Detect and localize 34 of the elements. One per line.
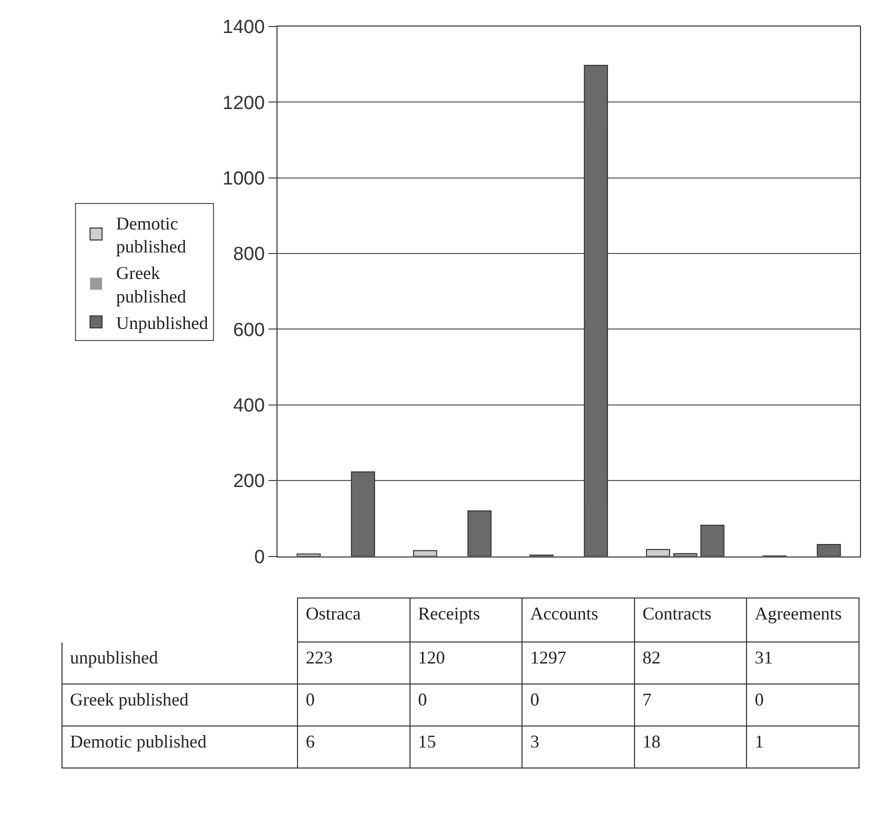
y-tick-label: 800 (233, 244, 265, 266)
y-tick-label: 200 (233, 471, 265, 492)
data-label: 15 (418, 732, 436, 752)
data-label: 7 (642, 690, 652, 710)
data-label: 3 (530, 732, 540, 752)
data-label: 223 (306, 648, 333, 668)
data-label: 82 (642, 648, 660, 668)
x-tick-label: Ostraca (306, 604, 361, 624)
data-label: 0 (418, 690, 427, 710)
data-label: 31 (754, 648, 773, 668)
data-label: 0 (754, 690, 764, 710)
text: unpublished (70, 648, 158, 668)
x-tick-label: Receipts (418, 604, 480, 624)
x-tick-label: Contracts (642, 604, 712, 624)
x-tick-label: Agreements (754, 604, 842, 624)
data-label: 6 (306, 732, 315, 752)
y-tick-label: 0 (254, 546, 265, 568)
data-label: 1 (754, 732, 764, 752)
data-label: 18 (642, 732, 660, 752)
text: Greek published (70, 690, 188, 710)
legend-label: Greek published (116, 263, 186, 306)
legend-label: Unpublished (116, 312, 208, 333)
data-label: 0 (530, 690, 540, 710)
y-tick-label: 600 (233, 320, 265, 341)
data-label: 0 (306, 690, 315, 710)
y-tick-label: 1200 (222, 92, 265, 114)
y-tick-label: 1000 (222, 168, 265, 190)
x-tick-label: Accounts (530, 604, 598, 624)
y-tick-label: 400 (233, 396, 265, 417)
text: Demotic published (70, 732, 206, 752)
data-label: 1297 (530, 648, 566, 668)
y-tick-label: 1400 (222, 17, 265, 38)
legend-label: Demotic published (116, 213, 186, 257)
data-label: 120 (418, 648, 445, 668)
